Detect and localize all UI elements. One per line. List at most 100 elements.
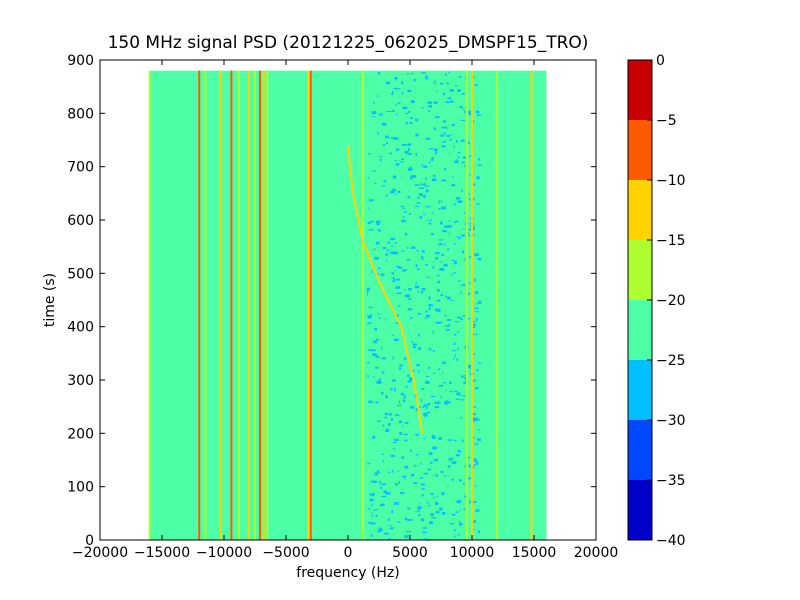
noise-cell (405, 294, 410, 298)
x-tick-label: −20000 (72, 545, 128, 561)
noise-cell (394, 77, 398, 79)
colorbar-segment (628, 120, 652, 180)
noise-cell (398, 138, 404, 141)
noise-cell (390, 388, 393, 391)
noise-cell (370, 480, 374, 483)
noise-cell (406, 259, 411, 261)
noise-cell (440, 502, 446, 504)
noise-cell (417, 313, 421, 315)
noise-cell (368, 229, 374, 231)
noise-cell (459, 509, 461, 511)
noise-cell (425, 244, 429, 247)
noise-cell (407, 501, 411, 504)
noise-cell (393, 424, 398, 427)
noise-cell (376, 222, 380, 226)
noise-cell (405, 122, 408, 125)
noise-cell (383, 532, 389, 535)
noise-cell (370, 387, 374, 390)
noise-cell (427, 275, 429, 278)
noise-cell (403, 395, 406, 399)
y-tick-label: 300 (67, 373, 94, 389)
noise-cell (419, 440, 423, 444)
noise-cell (476, 342, 481, 346)
noise-cell (456, 316, 461, 319)
noise-cell (371, 270, 373, 273)
noise-cell (397, 227, 399, 230)
noise-cell (389, 360, 391, 362)
noise-cell (441, 145, 446, 148)
noise-cell (403, 211, 407, 213)
noise-cell (453, 288, 455, 290)
noise-cell (401, 318, 405, 320)
noise-cell (386, 249, 390, 252)
noise-cell (416, 96, 419, 99)
noise-cell (474, 521, 480, 524)
noise-cell (433, 287, 438, 290)
noise-cell (461, 366, 466, 368)
noise-cell (421, 287, 426, 291)
noise-cell (458, 237, 462, 240)
noise-cell (466, 443, 471, 446)
noise-cell (373, 249, 378, 252)
noise-cell (449, 391, 454, 393)
noise-cell (456, 275, 461, 278)
noise-cell (473, 447, 478, 449)
noise-cell (425, 375, 430, 377)
noise-cell (469, 357, 473, 360)
noise-cell (369, 199, 374, 202)
noise-cell (377, 267, 381, 270)
noise-cell (411, 199, 417, 203)
noise-cell (416, 300, 422, 303)
noise-cell (402, 451, 406, 454)
noise-cell (452, 145, 454, 148)
noise-cell (475, 291, 479, 295)
noise-cell (477, 257, 482, 261)
doppler-trace (347, 145, 424, 434)
noise-cell (407, 148, 410, 152)
noise-cell (379, 530, 384, 532)
noise-cell (406, 91, 412, 93)
noise-cell (371, 512, 373, 514)
noise-cell (445, 127, 448, 129)
noise-cell (475, 420, 478, 423)
noise-cell (431, 424, 437, 428)
noise-cell (473, 458, 477, 461)
noise-cell (468, 448, 471, 450)
noise-cell (455, 398, 461, 400)
noise-cell (463, 502, 466, 505)
y-tick-label: 200 (67, 426, 94, 442)
noise-cell (390, 491, 392, 495)
noise-cell (455, 197, 461, 200)
noise-cell (475, 92, 478, 95)
noise-cell (454, 160, 459, 164)
noise-cell (388, 212, 391, 214)
noise-cell (401, 158, 405, 160)
noise-cell (434, 72, 437, 74)
noise-cell (428, 347, 431, 350)
noise-cell (408, 288, 412, 291)
noise-cell (440, 470, 444, 474)
noise-cell (466, 318, 471, 320)
noise-cell (377, 95, 379, 98)
noise-cell (391, 403, 393, 406)
noise-cell (372, 197, 375, 200)
noise-cell (476, 440, 479, 442)
noise-cell (458, 108, 461, 110)
noise-cell (433, 343, 436, 347)
noise-cell (385, 74, 388, 77)
noise-cell (408, 198, 414, 201)
x-tick-label: 10000 (450, 545, 495, 561)
noise-cell (467, 281, 473, 283)
noise-cell (404, 535, 409, 538)
noise-cell (461, 469, 464, 472)
noise-cell (367, 508, 371, 510)
noise-cell (369, 142, 373, 144)
noise-cell (403, 289, 406, 291)
noise-cell (388, 471, 391, 473)
noise-cell (368, 207, 370, 210)
noise-cell (405, 532, 410, 536)
noise-cell (408, 439, 412, 441)
noise-cell (392, 188, 396, 192)
noise-cell (415, 264, 418, 268)
noise-cell (455, 511, 458, 513)
